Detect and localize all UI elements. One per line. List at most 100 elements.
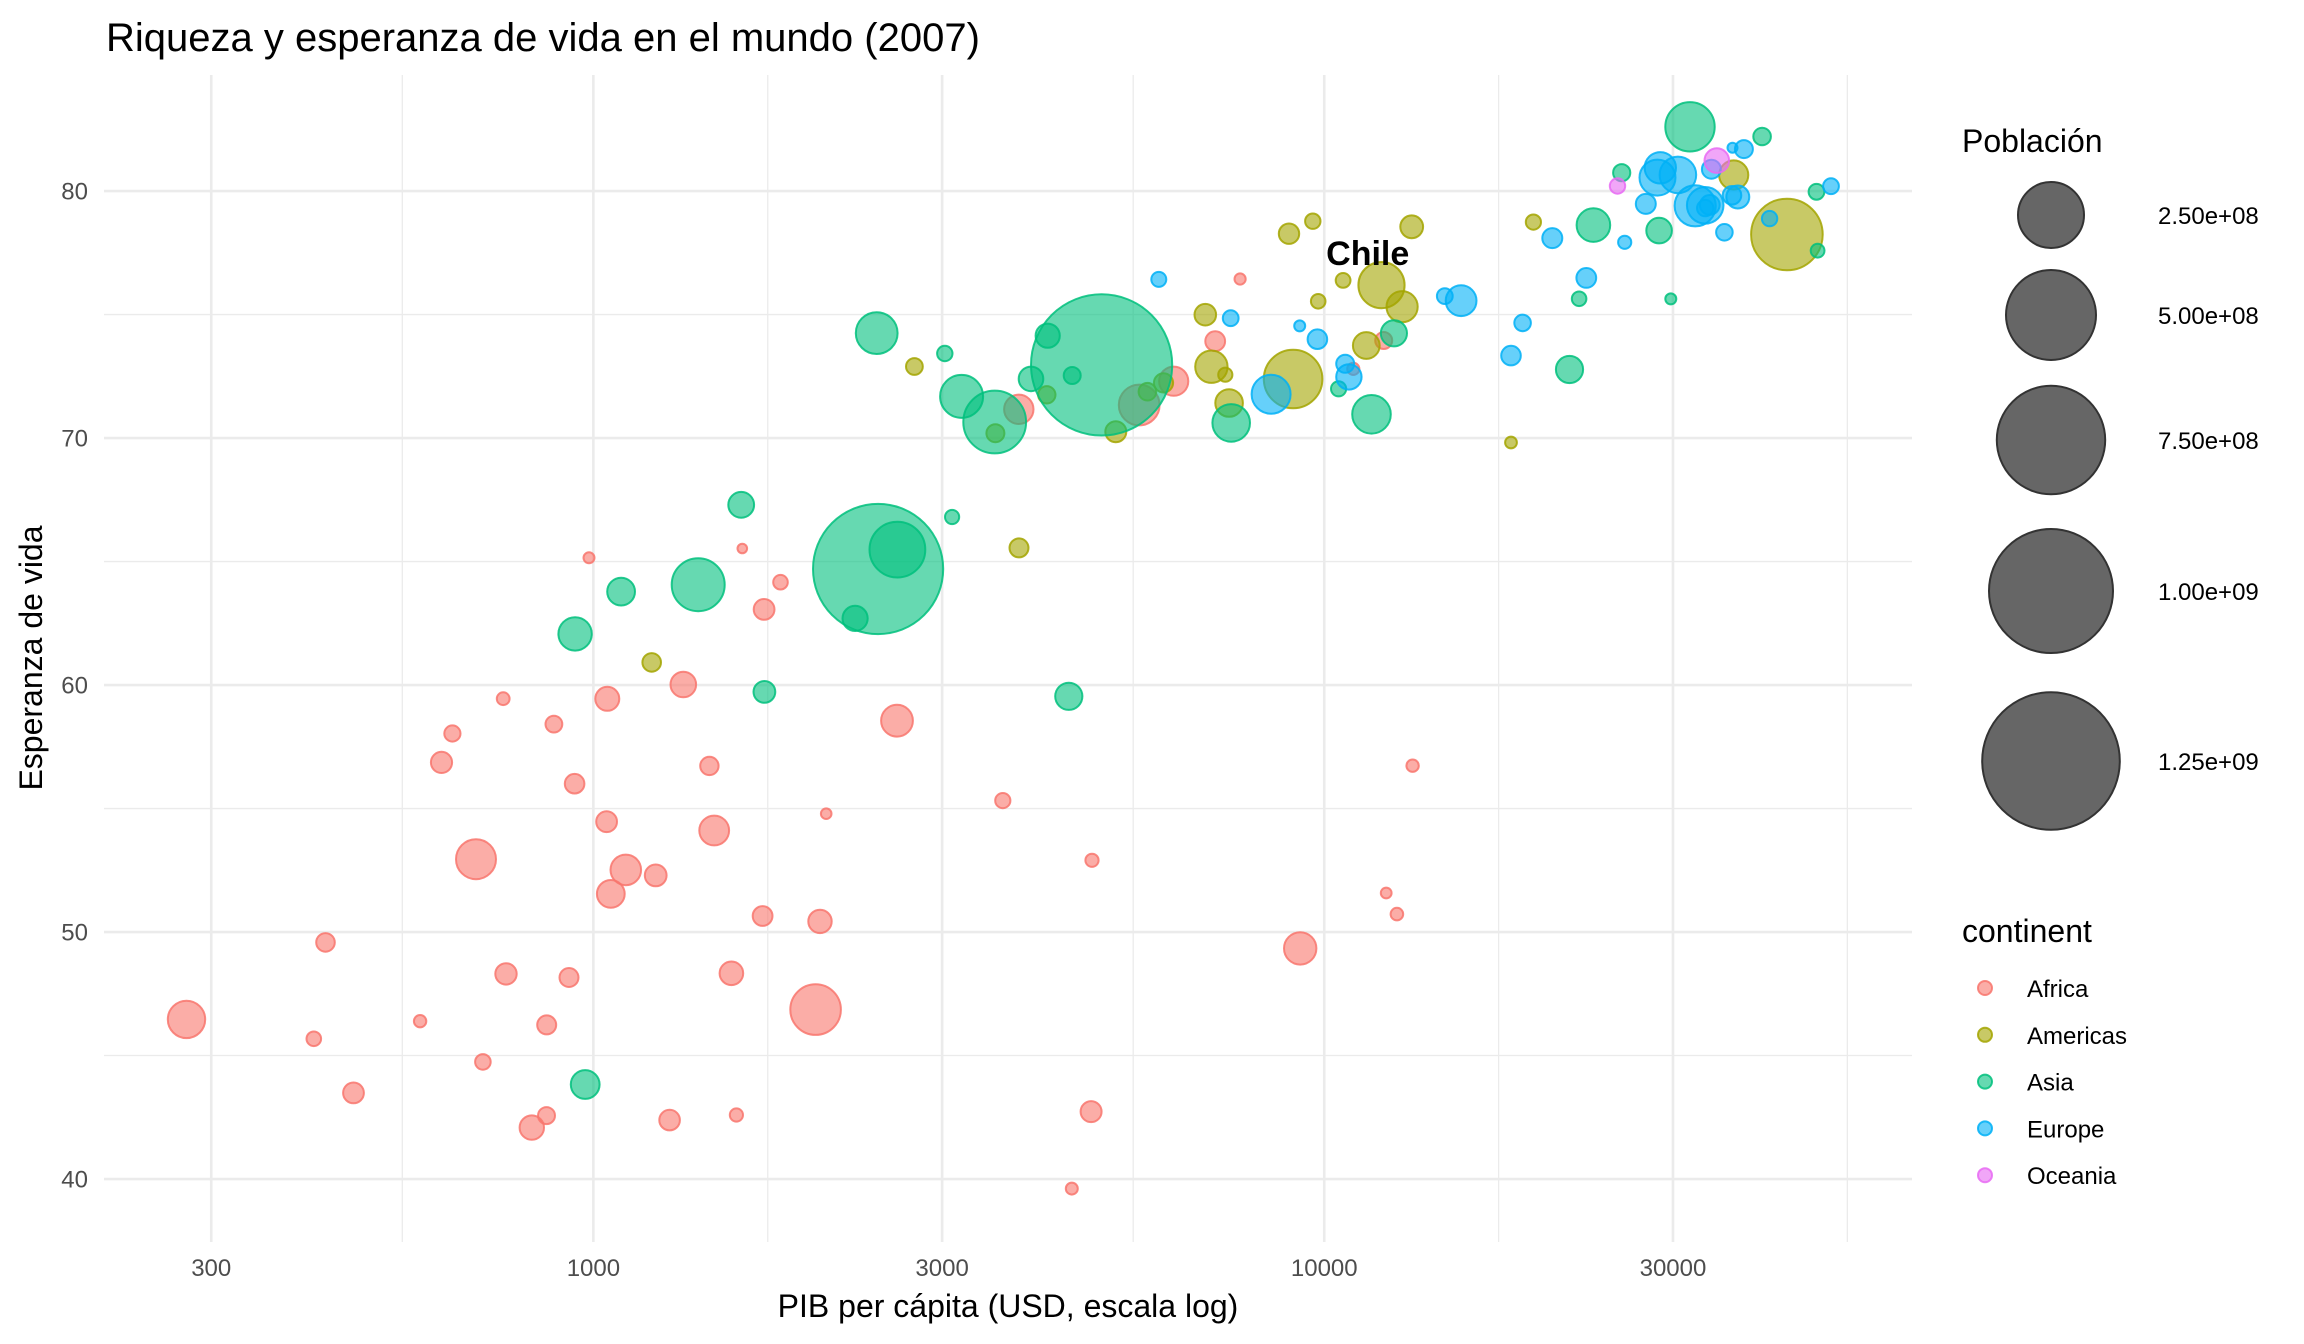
data-point <box>609 853 643 887</box>
data-point <box>1750 197 1824 272</box>
x-tick-label: 10000 <box>1291 1255 1358 1282</box>
data-point <box>868 520 927 579</box>
data-point <box>1277 222 1301 245</box>
data-point <box>905 357 924 376</box>
data-point <box>1150 270 1168 288</box>
data-point <box>1335 363 1363 391</box>
color-legend-key <box>1977 1120 1993 1137</box>
x-axis-title: PIB per cápita (USD, escala log) <box>778 1288 1239 1324</box>
data-point <box>1554 354 1585 385</box>
data-point <box>1809 242 1826 259</box>
data-point <box>728 1107 745 1123</box>
data-point <box>752 680 777 704</box>
data-point <box>342 1081 365 1105</box>
data-point <box>819 807 833 821</box>
data-point <box>1703 147 1731 174</box>
data-point <box>1250 373 1292 415</box>
data-point <box>1405 758 1420 773</box>
data-point <box>1017 365 1045 393</box>
x-tick-label: 30000 <box>1640 1255 1707 1282</box>
color-legend-title: continent <box>1962 913 2092 949</box>
color-legend-key <box>1977 1026 1993 1043</box>
data-point <box>698 814 731 847</box>
data-point <box>495 691 511 707</box>
data-point <box>1752 126 1772 147</box>
color-legend-label: Asia <box>2027 1070 2074 1097</box>
data-point <box>443 724 462 743</box>
data-point <box>1664 101 1716 153</box>
data-point <box>1351 331 1381 360</box>
data-point <box>1541 227 1564 250</box>
data-point <box>1524 213 1543 231</box>
data-point <box>1030 293 1174 437</box>
size-legend-key <box>2017 181 2085 249</box>
data-point <box>1570 290 1588 308</box>
data-point <box>1664 292 1678 306</box>
data-point <box>727 490 756 519</box>
data-point <box>1617 234 1633 250</box>
color-legend-label: Oceania <box>2027 1163 2117 1190</box>
data-point <box>1807 182 1826 201</box>
data-point <box>789 983 842 1036</box>
y-tick-label: 40 <box>61 1167 88 1194</box>
color-legend-label: Europe <box>2027 1116 2104 1143</box>
data-point <box>854 311 899 356</box>
data-point <box>1645 216 1673 245</box>
data-point <box>558 967 580 988</box>
size-legend-key <box>1981 691 2121 831</box>
data-point <box>936 344 954 363</box>
y-tick-label: 80 <box>61 179 88 206</box>
data-point <box>455 838 497 881</box>
data-point <box>494 962 518 986</box>
size-legend-title: Población <box>1962 123 2103 159</box>
data-point <box>1064 1181 1079 1196</box>
data-point <box>751 905 774 927</box>
data-point <box>1822 177 1840 196</box>
y-tick-label: 70 <box>61 426 88 453</box>
data-point <box>412 1014 428 1029</box>
data-point <box>944 508 961 526</box>
data-point <box>474 1053 492 1071</box>
size-legend-label: 7.50e+08 <box>2158 428 2259 455</box>
data-point <box>1357 261 1406 310</box>
data-point <box>641 652 663 673</box>
data-point <box>1193 302 1218 327</box>
size-legend-key <box>2005 269 2097 361</box>
data-point <box>1309 293 1327 310</box>
data-point <box>582 551 596 565</box>
x-axis-ticks: 300 1000 3000 10000 30000 <box>191 1255 1706 1282</box>
data-point <box>1444 284 1478 318</box>
data-point <box>1643 151 1678 185</box>
chart-title: Riqueza y esperanza de vida en el mundo … <box>106 16 980 60</box>
data-point <box>1211 403 1251 443</box>
y-axis-title: Esperanza de vida <box>13 525 49 790</box>
data-point <box>718 960 745 987</box>
data-point <box>1500 344 1522 367</box>
data-point <box>880 703 914 738</box>
y-tick-label: 60 <box>61 673 88 700</box>
data-point <box>595 879 626 909</box>
data-point <box>536 1014 558 1036</box>
color-legend-key <box>1977 1073 1993 1090</box>
size-legend-key <box>1988 528 2114 654</box>
data-point <box>1379 886 1393 900</box>
data-point <box>1575 207 1612 243</box>
data-point <box>1513 313 1532 333</box>
x-tick-label: 3000 <box>915 1255 968 1282</box>
x-tick-label: 300 <box>191 1255 231 1282</box>
size-legend-label: 2.50e+08 <box>2158 203 2259 230</box>
data-point <box>594 685 621 712</box>
data-point <box>1304 212 1322 230</box>
data-point <box>772 573 789 591</box>
size-legend-label: 5.00e+08 <box>2158 303 2259 330</box>
data-point <box>1634 192 1657 215</box>
data-point <box>1306 328 1329 351</box>
data-point <box>1204 330 1227 353</box>
data-point <box>537 1106 556 1126</box>
data-point <box>1054 681 1084 711</box>
data-point <box>1334 272 1352 289</box>
color-legend: continent Africa Americas Asia Europe Oc… <box>1962 913 2127 1190</box>
y-axis-ticks: 40 50 60 70 80 <box>61 179 88 1194</box>
data-point <box>1351 394 1392 435</box>
